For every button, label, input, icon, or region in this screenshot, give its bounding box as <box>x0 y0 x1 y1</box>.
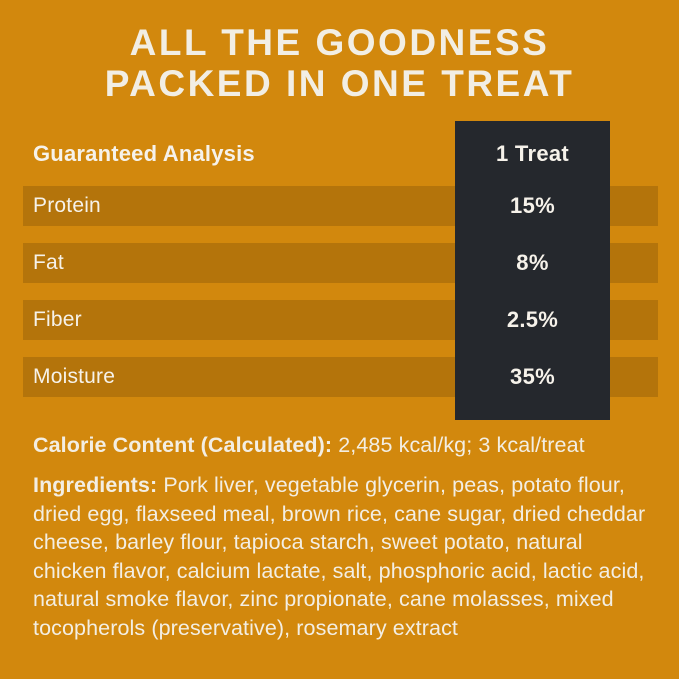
row-value: 8% <box>516 250 549 275</box>
ingredients-paragraph: Ingredients: Pork liver, vegetable glyce… <box>33 471 650 643</box>
table-header-label: Guaranteed Analysis <box>33 140 255 166</box>
calorie-label: Calorie Content (Calculated): <box>33 433 333 457</box>
calorie-value: 2,485 kcal/kg; 3 kcal/treat <box>338 433 585 457</box>
value-column-panel <box>455 121 610 420</box>
guaranteed-analysis-table: Guaranteed Analysis 1 Treat Protein 15% … <box>0 121 679 420</box>
ingredients-label: Ingredients: <box>33 473 158 497</box>
row-label: Protein <box>33 194 101 217</box>
page-title: ALL THE GOODNESS PACKED IN ONE TREAT <box>0 22 679 104</box>
row-label: Fat <box>33 251 64 274</box>
row-value: 2.5% <box>506 307 559 332</box>
title-line-1: ALL THE GOODNESS <box>129 22 550 63</box>
table-header-value: 1 Treat <box>495 140 570 166</box>
row-value: 35% <box>510 364 555 389</box>
row-label: Moisture <box>33 365 116 388</box>
calorie-content-line: Calorie Content (Calculated): 2,485 kcal… <box>33 432 658 459</box>
title-line-2: PACKED IN ONE TREAT <box>104 63 575 104</box>
ingredients-text: Pork liver, vegetable glycerin, peas, po… <box>33 473 646 640</box>
table-header-row: Guaranteed Analysis 1 Treat <box>23 121 658 186</box>
row-value: 15% <box>510 193 555 218</box>
row-label: Fiber <box>33 308 82 331</box>
